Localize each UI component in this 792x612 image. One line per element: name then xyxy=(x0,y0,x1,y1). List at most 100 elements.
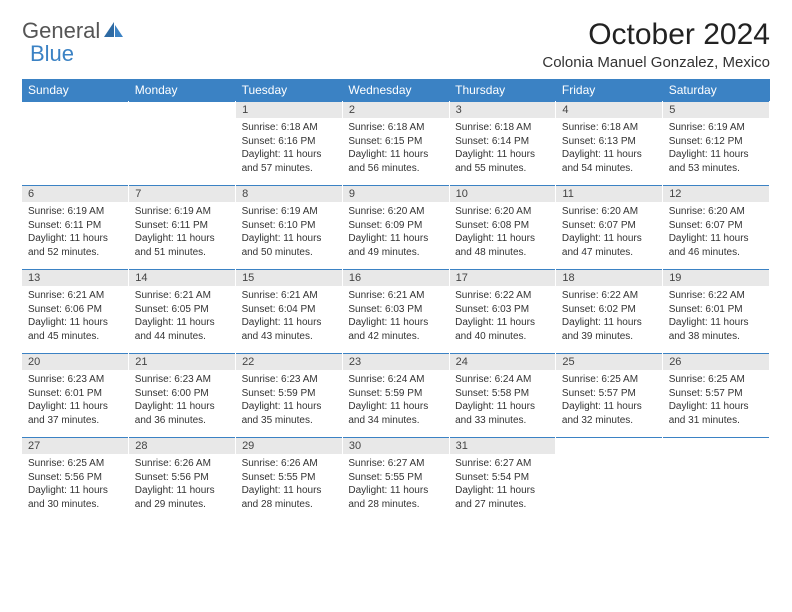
sunrise-text: Sunrise: 6:21 AM xyxy=(348,289,443,303)
sunrise-text: Sunrise: 6:25 AM xyxy=(562,373,657,387)
daylight-text-2: and 50 minutes. xyxy=(242,246,337,260)
day-cell: Sunrise: 6:20 AMSunset: 6:07 PMDaylight:… xyxy=(556,202,663,270)
sunset-text: Sunset: 6:05 PM xyxy=(135,303,230,317)
daynum-row: 2728293031 xyxy=(22,438,770,455)
day-cell: Sunrise: 6:26 AMSunset: 5:56 PMDaylight:… xyxy=(129,454,236,521)
sunrise-text: Sunrise: 6:25 AM xyxy=(28,457,123,471)
day-number: 24 xyxy=(449,354,556,371)
day-cell: Sunrise: 6:22 AMSunset: 6:03 PMDaylight:… xyxy=(449,286,556,354)
daylight-text-2: and 31 minutes. xyxy=(669,414,764,428)
daylight-text-2: and 57 minutes. xyxy=(242,162,337,176)
sunrise-text: Sunrise: 6:18 AM xyxy=(242,121,337,135)
day-number: 12 xyxy=(663,186,770,203)
daylight-text-1: Daylight: 11 hours xyxy=(669,148,764,162)
day-number: 29 xyxy=(236,438,343,455)
daylight-text-1: Daylight: 11 hours xyxy=(562,316,657,330)
daylight-text-1: Daylight: 11 hours xyxy=(135,484,230,498)
sunrise-text: Sunrise: 6:23 AM xyxy=(242,373,337,387)
daynum-row: 13141516171819 xyxy=(22,270,770,287)
sunrise-text: Sunrise: 6:20 AM xyxy=(348,205,443,219)
daylight-text-1: Daylight: 11 hours xyxy=(28,316,123,330)
day-cell: Sunrise: 6:21 AMSunset: 6:04 PMDaylight:… xyxy=(236,286,343,354)
day-cell: Sunrise: 6:21 AMSunset: 6:03 PMDaylight:… xyxy=(342,286,449,354)
day-cell: Sunrise: 6:19 AMSunset: 6:10 PMDaylight:… xyxy=(236,202,343,270)
sunset-text: Sunset: 6:06 PM xyxy=(28,303,123,317)
day-number: 27 xyxy=(22,438,129,455)
day-number: 1 xyxy=(236,102,343,119)
sunset-text: Sunset: 5:55 PM xyxy=(242,471,337,485)
day-number: 3 xyxy=(449,102,556,119)
daylight-text-1: Daylight: 11 hours xyxy=(455,400,550,414)
daylight-text-2: and 35 minutes. xyxy=(242,414,337,428)
sunset-text: Sunset: 6:10 PM xyxy=(242,219,337,233)
daylight-text-1: Daylight: 11 hours xyxy=(242,232,337,246)
sunset-text: Sunset: 5:55 PM xyxy=(348,471,443,485)
daylight-text-1: Daylight: 11 hours xyxy=(28,484,123,498)
header-friday: Friday xyxy=(556,79,663,102)
daylight-text-1: Daylight: 11 hours xyxy=(562,232,657,246)
day-number: 25 xyxy=(556,354,663,371)
daylight-text-1: Daylight: 11 hours xyxy=(242,484,337,498)
day-cell: Sunrise: 6:23 AMSunset: 6:00 PMDaylight:… xyxy=(129,370,236,438)
day-number: 26 xyxy=(663,354,770,371)
daynum-row: 12345 xyxy=(22,102,770,119)
day-number xyxy=(22,102,129,119)
sunset-text: Sunset: 5:58 PM xyxy=(455,387,550,401)
sunrise-text: Sunrise: 6:21 AM xyxy=(28,289,123,303)
day-number: 16 xyxy=(342,270,449,287)
daylight-text-1: Daylight: 11 hours xyxy=(455,316,550,330)
daylight-text-1: Daylight: 11 hours xyxy=(562,400,657,414)
sunset-text: Sunset: 6:16 PM xyxy=(242,135,337,149)
sunset-text: Sunset: 5:59 PM xyxy=(348,387,443,401)
day-cell xyxy=(556,454,663,521)
daylight-text-2: and 37 minutes. xyxy=(28,414,123,428)
sunrise-text: Sunrise: 6:26 AM xyxy=(135,457,230,471)
day-number: 11 xyxy=(556,186,663,203)
sunrise-text: Sunrise: 6:18 AM xyxy=(455,121,550,135)
daylight-text-1: Daylight: 11 hours xyxy=(455,484,550,498)
sunrise-text: Sunrise: 6:21 AM xyxy=(242,289,337,303)
sunset-text: Sunset: 6:11 PM xyxy=(135,219,230,233)
daylight-text-2: and 43 minutes. xyxy=(242,330,337,344)
day-number: 19 xyxy=(663,270,770,287)
day-number: 4 xyxy=(556,102,663,119)
sail-icon xyxy=(103,19,125,44)
sunrise-text: Sunrise: 6:20 AM xyxy=(455,205,550,219)
day-number: 5 xyxy=(663,102,770,119)
sunrise-text: Sunrise: 6:19 AM xyxy=(669,121,764,135)
sunrise-text: Sunrise: 6:19 AM xyxy=(242,205,337,219)
day-number: 8 xyxy=(236,186,343,203)
sunrise-text: Sunrise: 6:26 AM xyxy=(242,457,337,471)
sunset-text: Sunset: 6:07 PM xyxy=(669,219,764,233)
daylight-text-1: Daylight: 11 hours xyxy=(455,148,550,162)
day-number: 23 xyxy=(342,354,449,371)
sunset-text: Sunset: 5:59 PM xyxy=(242,387,337,401)
day-cell: Sunrise: 6:23 AMSunset: 6:01 PMDaylight:… xyxy=(22,370,129,438)
content-row: Sunrise: 6:18 AMSunset: 6:16 PMDaylight:… xyxy=(22,118,770,186)
day-number: 21 xyxy=(129,354,236,371)
day-number xyxy=(129,102,236,119)
daylight-text-2: and 49 minutes. xyxy=(348,246,443,260)
sunset-text: Sunset: 6:01 PM xyxy=(28,387,123,401)
sunset-text: Sunset: 5:54 PM xyxy=(455,471,550,485)
content-row: Sunrise: 6:21 AMSunset: 6:06 PMDaylight:… xyxy=(22,286,770,354)
sunset-text: Sunset: 6:03 PM xyxy=(348,303,443,317)
sunrise-text: Sunrise: 6:23 AM xyxy=(28,373,123,387)
day-cell xyxy=(663,454,770,521)
daylight-text-2: and 55 minutes. xyxy=(455,162,550,176)
day-cell: Sunrise: 6:26 AMSunset: 5:55 PMDaylight:… xyxy=(236,454,343,521)
day-cell: Sunrise: 6:21 AMSunset: 6:05 PMDaylight:… xyxy=(129,286,236,354)
header: General October 2024 Colonia Manuel Gonz… xyxy=(22,18,770,71)
daylight-text-2: and 52 minutes. xyxy=(28,246,123,260)
daylight-text-2: and 38 minutes. xyxy=(669,330,764,344)
day-cell: Sunrise: 6:18 AMSunset: 6:14 PMDaylight:… xyxy=(449,118,556,186)
daylight-text-2: and 34 minutes. xyxy=(348,414,443,428)
sunrise-text: Sunrise: 6:19 AM xyxy=(135,205,230,219)
sunrise-text: Sunrise: 6:24 AM xyxy=(348,373,443,387)
daylight-text-1: Daylight: 11 hours xyxy=(135,400,230,414)
day-number: 9 xyxy=(342,186,449,203)
daylight-text-1: Daylight: 11 hours xyxy=(348,232,443,246)
day-number: 31 xyxy=(449,438,556,455)
sunrise-text: Sunrise: 6:24 AM xyxy=(455,373,550,387)
daylight-text-2: and 28 minutes. xyxy=(242,498,337,512)
